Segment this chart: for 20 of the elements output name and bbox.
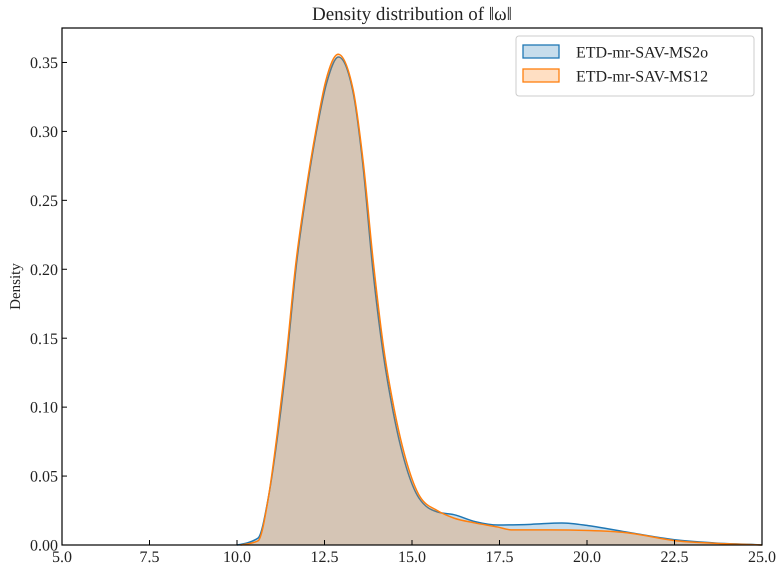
x-tick-label: 25.0 — [748, 549, 776, 566]
chart-title: Density distribution of ‖ω‖ — [312, 4, 512, 25]
y-tick-label: 0.10 — [30, 400, 58, 417]
y-tick-label: 0.35 — [30, 55, 58, 72]
x-tick-label: 7.5 — [140, 549, 160, 566]
y-tick-label: 0.30 — [30, 124, 58, 141]
x-tick-label: 5.0 — [52, 549, 72, 566]
y-tick-label: 0.15 — [30, 330, 58, 348]
y-tick-label: 0.25 — [30, 192, 58, 210]
legend-label: ETD-mr-SAV-MS12 — [576, 68, 708, 86]
x-tick-label: 20.0 — [573, 549, 601, 566]
y-axis-title: Density — [8, 262, 24, 310]
y-tick-label: 0.05 — [30, 468, 58, 486]
legend-label: ETD-mr-SAV-MS2o — [576, 44, 708, 62]
x-tick-label: 10.0 — [223, 549, 251, 566]
x-tick-label: 15.0 — [398, 549, 426, 566]
y-tick-label: 0.20 — [30, 262, 58, 279]
x-tick-label: 17.5 — [486, 549, 514, 566]
x-tick-label: 12.5 — [310, 549, 338, 566]
x-tick-label: 22.5 — [660, 549, 688, 566]
